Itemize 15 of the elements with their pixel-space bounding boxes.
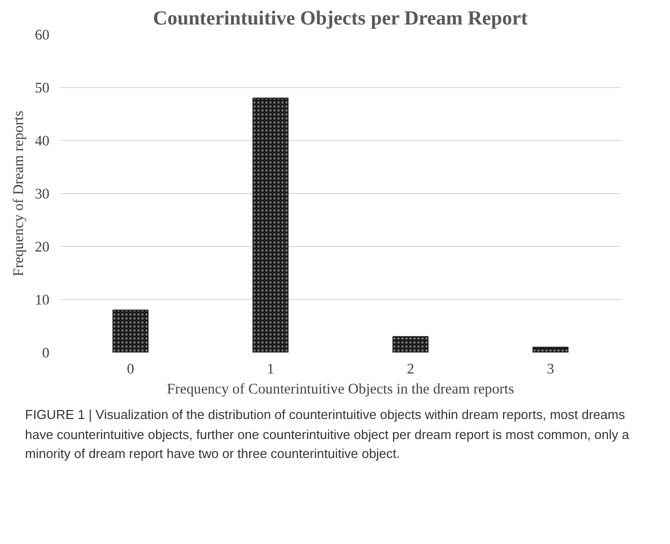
x-tick-label: 0 xyxy=(126,362,134,378)
y-tick-label: 40 xyxy=(34,134,50,150)
x-tick-label: 2 xyxy=(406,362,414,378)
x-axis-title: Frequency of Counterintuitive Objects in the dream reports xyxy=(166,382,514,398)
y-tick-label: 20 xyxy=(34,240,50,256)
chart-title: Counterintuitive Objects per Dream Report xyxy=(152,8,528,30)
caption: FIGURE 1 | Visualization of the distribution of counterintuitive objects within dream reports, most dreams have counterintuitive objects, further one counterintuitive object per dream report is most common, only a minority of dream report have two or three counterintuitive object. xyxy=(25,406,630,463)
x-tick-label: 3 xyxy=(546,362,554,378)
y-tick-label: 60 xyxy=(34,28,50,44)
y-tick-label: 50 xyxy=(34,80,50,96)
y-tick-label: 0 xyxy=(42,346,50,362)
x-tick-label: 1 xyxy=(266,362,274,378)
y-tick-label: 10 xyxy=(34,292,50,308)
y-tick-label: 30 xyxy=(34,186,50,202)
y-axis-title: Frequency of Dream reports xyxy=(10,110,27,276)
